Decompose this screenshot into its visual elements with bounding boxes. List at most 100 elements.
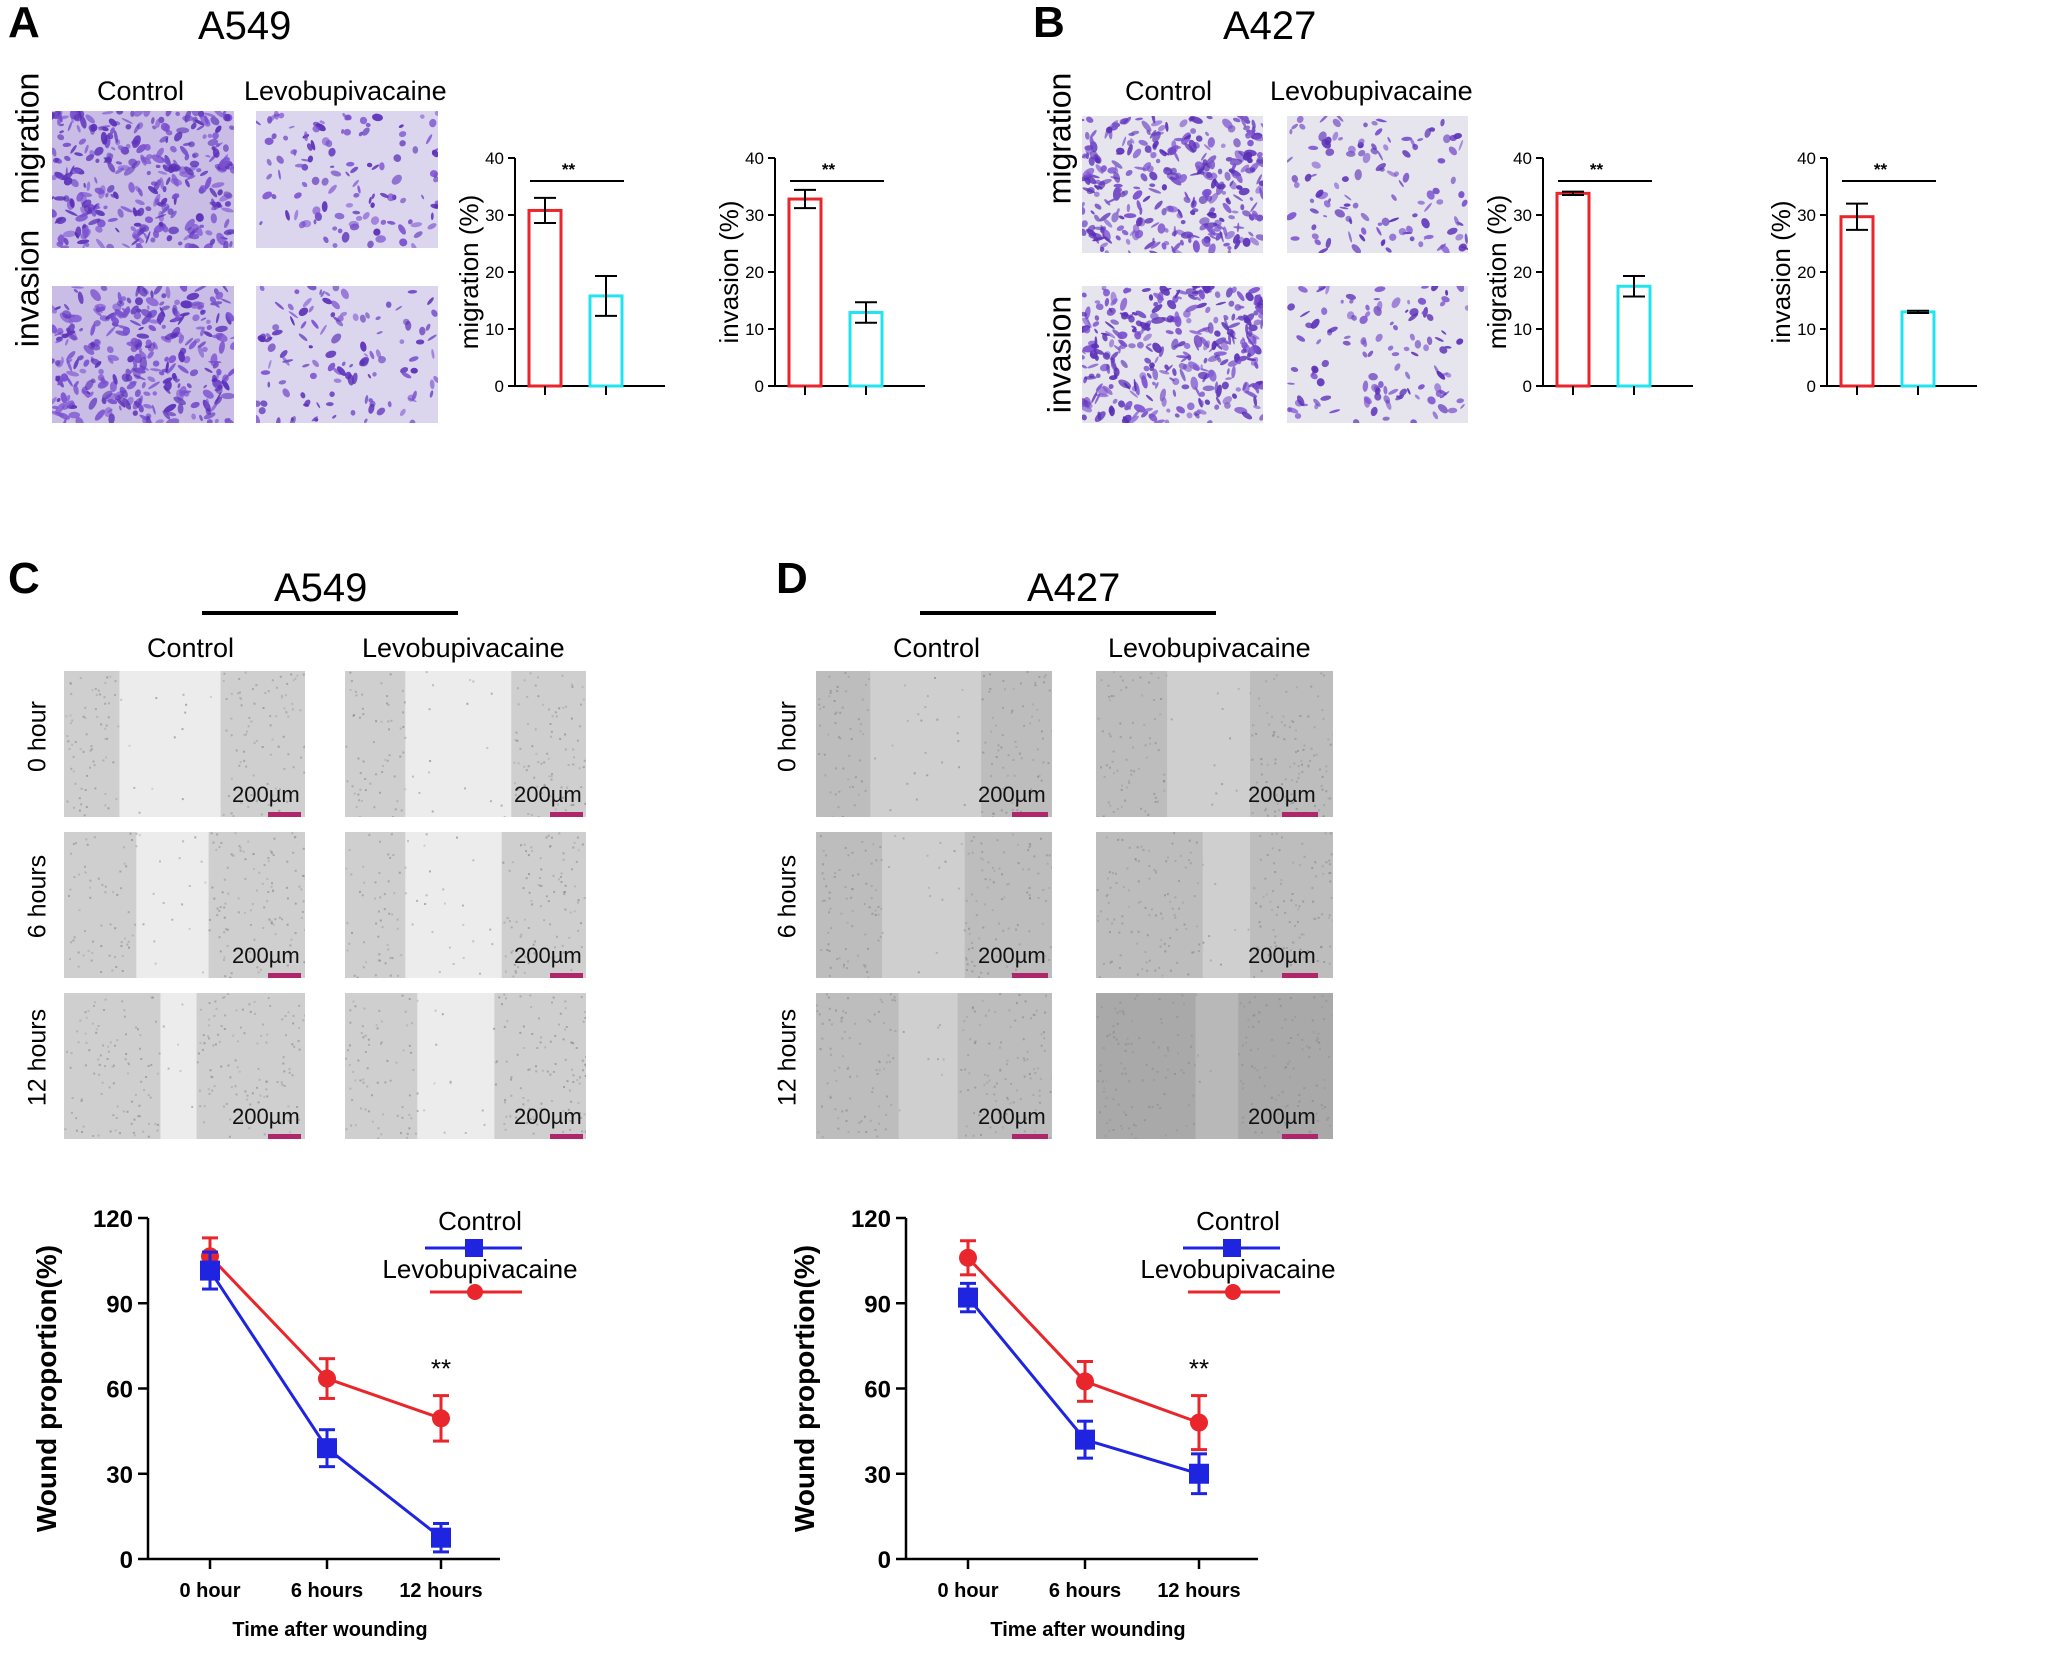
scale-label: 200µm: [1248, 943, 1316, 968]
bar-control: [787, 197, 823, 388]
significance-label: **: [822, 160, 836, 179]
wound-image-a549-levobupivacaine-6h: [345, 832, 586, 978]
data-point-control: [1075, 1429, 1095, 1450]
wound-gap: [119, 671, 221, 817]
chart-b-invasion: invasion (%) 0 10 20 30 40 **: [1766, 149, 1977, 396]
x-tick-label: 6 hours: [1049, 1580, 1121, 1602]
wound-image-a427-control-0h: [816, 671, 1052, 817]
panel-c-control-label: Control: [147, 633, 235, 663]
y-tick-label: 0: [120, 1547, 133, 1574]
legend-marker-control: [465, 1239, 483, 1257]
significance-label: **: [1189, 1354, 1209, 1384]
y-tick-label: 30: [745, 206, 764, 225]
data-point-control: [317, 1438, 337, 1459]
scale-bar: [1012, 973, 1048, 978]
data-point-levobupivacaine: [1190, 1413, 1208, 1432]
cell-speckle: [68, 832, 305, 978]
transwell-image-a549-levobupivacaine-invasion: [256, 286, 438, 423]
wound-gap: [1195, 993, 1239, 1139]
wound-gap: [870, 671, 982, 817]
significance-label: **: [1874, 160, 1888, 179]
panel-b-treatment-label: Levobupivacaine: [1270, 76, 1473, 106]
scale-bar: [1282, 1134, 1318, 1139]
stained-cells: [1287, 286, 1468, 423]
cell-speckle: [345, 832, 586, 978]
wound-image-a427-levobupivacaine-0h: [1096, 671, 1333, 817]
scale-bar: [550, 973, 583, 978]
y-tick-label: 20: [485, 263, 504, 282]
cell-speckle: [1097, 671, 1333, 817]
stained-cells: [1287, 116, 1468, 253]
wound-gap: [405, 832, 502, 978]
y-tick-label: 10: [1513, 320, 1532, 339]
wound-image-a549-control-12h: [64, 993, 305, 1139]
data-point-levobupivacaine: [959, 1248, 977, 1267]
data-point-levobupivacaine: [432, 1409, 450, 1428]
wound-gap: [1167, 671, 1250, 817]
cell-speckle: [345, 993, 586, 1139]
significance-label: **: [562, 160, 576, 179]
y-tick-label: 0: [755, 377, 764, 396]
scale-label: 200µm: [978, 943, 1046, 968]
chart-a-invasion: invasion (%) 0 10 20 30 40 **: [714, 149, 925, 396]
y-tick-label: 120: [93, 1206, 133, 1233]
y-tick-label: 30: [1513, 206, 1532, 225]
y-tick-label: 40: [485, 149, 504, 168]
panel-b-migration-row-label: migration: [1041, 72, 1078, 205]
y-tick-label: 60: [106, 1377, 133, 1404]
x-tick-label: 6 hours: [291, 1580, 363, 1602]
panel-letter-c: C: [8, 554, 40, 603]
legend-marker-control: [1223, 1239, 1241, 1257]
cell-speckle: [819, 833, 1052, 978]
panel-c-cell-line: A549: [274, 566, 368, 610]
y-tick-label: 0: [1807, 377, 1816, 396]
scale-bar: [550, 1134, 583, 1139]
scale-label: 200µm: [232, 782, 300, 807]
cell-speckle: [1096, 832, 1333, 978]
panel-a-treatment-label: Levobupivacaine: [244, 76, 447, 106]
panel-a-invasion-row-label: invasion: [9, 229, 46, 348]
transwell-image-a549-control-invasion: [52, 286, 234, 423]
scale-bar: [268, 973, 301, 978]
scale-label: 200µm: [514, 943, 582, 968]
panel-letter-b: B: [1033, 0, 1065, 47]
scale-label: 200µm: [514, 1104, 582, 1129]
y-tick-label: 30: [106, 1462, 133, 1489]
y-axis-label: invasion (%): [714, 200, 744, 343]
y-tick-label: 0: [1523, 377, 1532, 396]
cell-speckle: [65, 671, 305, 817]
panel-d-row-6h: 6 hours: [773, 854, 802, 939]
data-point-control: [958, 1287, 978, 1308]
wound-gap: [417, 993, 495, 1139]
panel-a-control-label: Control: [97, 76, 185, 106]
wound-gap: [898, 993, 958, 1139]
bar-control: [1839, 215, 1875, 388]
stained-cells: [1082, 116, 1263, 253]
wound-image-a427-control-12h: [816, 993, 1052, 1139]
scale-bar: [1012, 812, 1048, 817]
bar-levobupivacaine: [1616, 284, 1652, 388]
chart-a-migration: migration (%) 0 10 20 30 40 **: [454, 149, 665, 396]
y-tick-label: 30: [1797, 206, 1816, 225]
panel-b-invasion-row-label: invasion: [1041, 295, 1078, 414]
transwell-image-a427-control-migration: [1082, 116, 1263, 253]
data-point-control: [1189, 1463, 1209, 1484]
transwell-image-a427-levobupivacaine-invasion: [1287, 286, 1468, 423]
bar-control: [1555, 191, 1591, 388]
y-tick-label: 0: [878, 1547, 891, 1574]
stained-cells: [52, 286, 234, 423]
x-tick-label: 0 hour: [179, 1580, 240, 1602]
transwell-image-a427-control-invasion: [1082, 286, 1263, 423]
panel-a-cell-line: A549: [198, 4, 292, 48]
scale-bar: [1282, 973, 1318, 978]
panel-letter-a: A: [8, 0, 40, 47]
scale-label: 200µm: [232, 1104, 300, 1129]
y-tick-label: 40: [1513, 149, 1532, 168]
x-axis-label: Time after wounding: [990, 1619, 1185, 1641]
y-tick-label: 10: [485, 320, 504, 339]
legend-marker-levobupivacaine: [1225, 1284, 1241, 1300]
panel-c-title-underline: [202, 611, 458, 615]
chart-c-wound-healing: Wound proportion(%) 0 30 60 90 120 0 hour 6 hou…: [31, 1206, 578, 1641]
x-tick-label: 0 hour: [937, 1580, 998, 1602]
cell-speckle: [1096, 993, 1333, 1139]
